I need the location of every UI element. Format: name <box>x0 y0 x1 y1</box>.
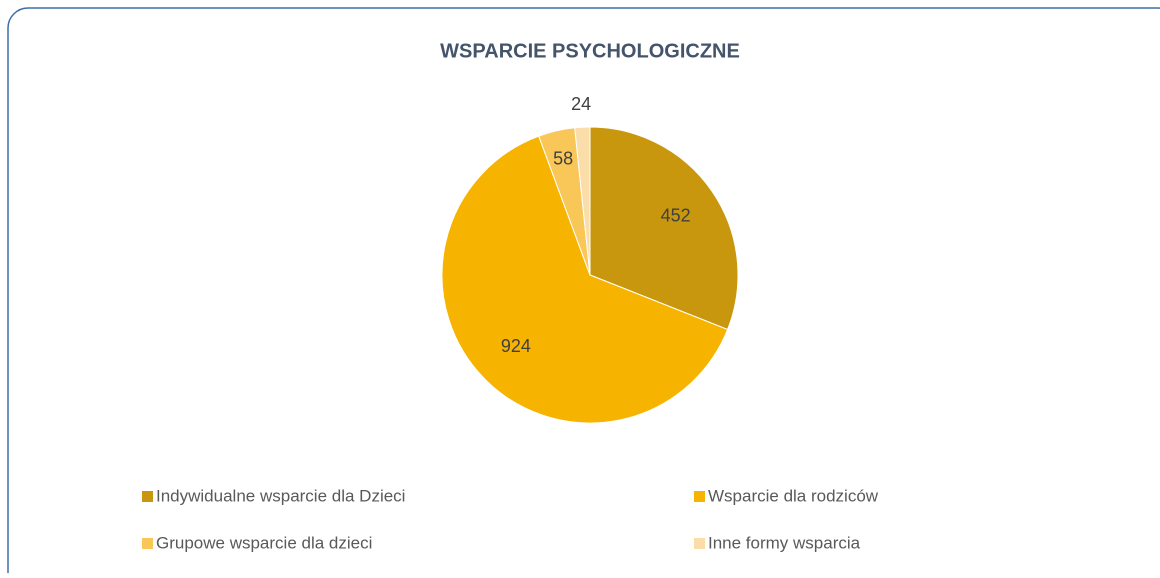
data-label: 924 <box>501 336 531 356</box>
chart-title: WSPARCIE PSYCHOLOGICZNE <box>440 40 740 62</box>
legend-label: Grupowe wsparcie dla dzieci <box>156 533 372 552</box>
legend-swatch <box>694 491 705 502</box>
pie-slice <box>589 126 739 331</box>
pie-slice <box>441 135 729 424</box>
legend-swatch <box>142 491 153 502</box>
legend-label: Wsparcie dla rodziców <box>708 486 879 505</box>
legend-label: Indywidualne wsparcie dla Dzieci <box>156 486 405 505</box>
data-label: 58 <box>553 148 573 168</box>
data-label: 24 <box>571 94 591 114</box>
data-label: 452 <box>661 206 691 226</box>
pie-slice <box>574 126 591 276</box>
legend-swatch <box>694 538 705 549</box>
legend-swatch <box>142 538 153 549</box>
legend-label: Inne formy wsparcia <box>708 533 861 552</box>
